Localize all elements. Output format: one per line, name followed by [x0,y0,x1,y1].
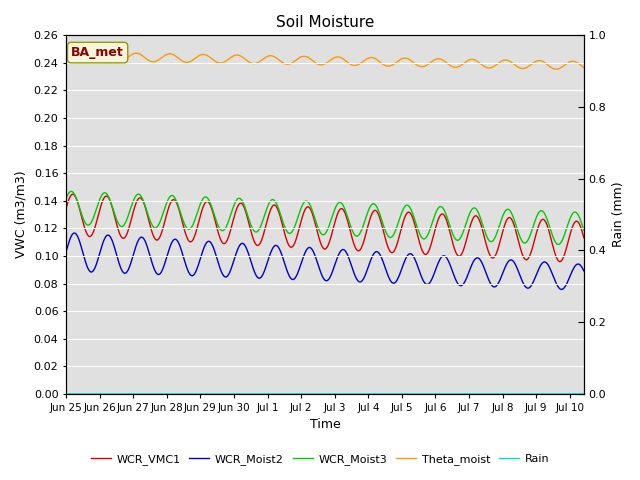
WCR_VMC1 [102,193,110,199]
Y-axis label: Rain (mm): Rain (mm) [612,182,625,247]
WCR_Moist3 [124,215,131,220]
WCR_VMC1 [124,229,131,235]
WCR_Moist2 [580,268,588,274]
Rain [292,391,300,396]
Theta_moist [552,66,560,72]
Theta_moist [293,57,301,62]
WCR_VMC1 [302,205,310,211]
WCR_VMC1 [62,205,70,211]
Theta_moist [65,49,73,55]
WCR_VMC1 [357,245,365,251]
Legend: WCR_VMC1, WCR_Moist2, WCR_Moist3, Theta_moist, Rain: WCR_VMC1, WCR_Moist2, WCR_Moist3, Theta_… [86,450,554,469]
Rain [282,391,289,396]
WCR_Moist2 [302,248,310,253]
WCR_Moist3 [67,189,75,194]
Rain [580,391,588,396]
WCR_Moist3 [293,218,301,224]
WCR_Moist2 [557,287,565,292]
Line: Theta_moist: Theta_moist [66,52,584,69]
WCR_Moist2 [102,233,110,239]
Theta_moist [62,49,70,55]
WCR_Moist2 [293,272,301,278]
WCR_Moist2 [124,268,131,274]
Rain [357,391,365,396]
WCR_Moist3 [62,195,70,201]
WCR_Moist3 [357,228,365,234]
WCR_Moist3 [102,191,110,196]
WCR_VMC1 [293,234,301,240]
WCR_Moist3 [580,228,588,233]
WCR_Moist2 [62,249,70,255]
WCR_Moist2 [357,279,365,285]
Theta_moist [302,54,310,60]
Line: WCR_Moist2: WCR_Moist2 [66,233,584,289]
Rain [302,391,310,396]
WCR_Moist3 [554,241,562,247]
WCR_Moist2 [70,230,78,236]
Rain [62,391,70,396]
Theta_moist [102,51,110,57]
Text: BA_met: BA_met [71,46,124,59]
WCR_Moist3 [302,198,310,204]
WCR_Moist2 [282,265,290,271]
WCR_VMC1 [282,236,290,241]
WCR_VMC1 [68,192,76,197]
Line: WCR_Moist3: WCR_Moist3 [66,192,584,244]
Line: WCR_VMC1: WCR_VMC1 [66,194,584,262]
Y-axis label: VWC (m3/m3): VWC (m3/m3) [15,171,28,258]
Theta_moist [124,55,131,60]
WCR_VMC1 [556,259,564,264]
X-axis label: Time: Time [310,419,340,432]
Theta_moist [580,65,588,71]
Theta_moist [357,60,365,66]
WCR_Moist3 [282,227,290,233]
Rain [124,391,131,396]
Theta_moist [282,61,290,67]
WCR_VMC1 [580,235,588,240]
Rain [102,391,110,396]
Title: Soil Moisture: Soil Moisture [276,15,374,30]
